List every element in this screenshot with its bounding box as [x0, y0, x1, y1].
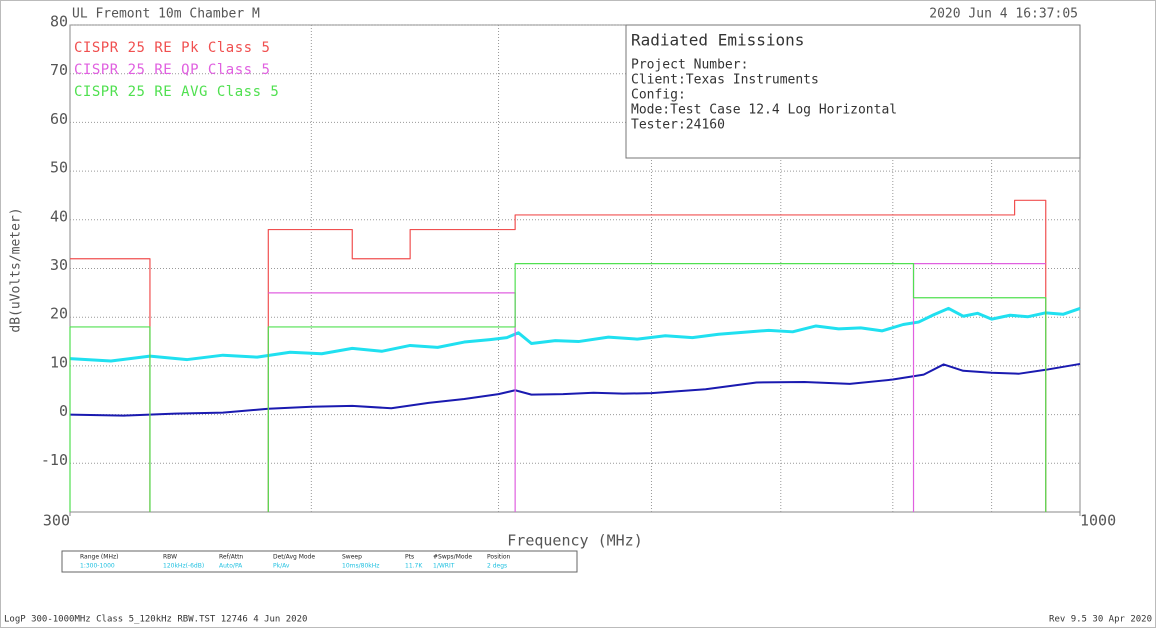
info-line: Tester:24160 — [631, 118, 725, 133]
y-tick-label: 30 — [50, 256, 68, 274]
legend-entry: CISPR 25 RE Pk Class 5 — [74, 40, 270, 56]
y-tick-label: 70 — [50, 61, 68, 79]
table-value: Auto/PA — [219, 563, 243, 570]
y-axis-label: dB(uVolts/meter) — [9, 207, 24, 332]
table-value: 11.7K — [405, 563, 423, 570]
table-value: 2 degs — [487, 563, 507, 570]
table-header: Det/Avg Mode — [273, 554, 315, 561]
y-tick-label: 80 — [50, 13, 68, 31]
series-line — [69, 306, 1081, 363]
y-tick-label: 0 — [59, 402, 68, 420]
table-header: Pts — [405, 554, 414, 561]
table-value: Pk/Av — [273, 563, 290, 570]
header-right: 2020 Jun 4 16:37:05 — [929, 7, 1078, 22]
series-line — [69, 263, 1047, 512]
info-line: Project Number: — [631, 58, 748, 73]
footer-right: Rev 9.5 30 Apr 2020 — [1049, 615, 1152, 625]
x-tick-label: 300 — [43, 512, 70, 530]
y-tick-label: -10 — [41, 451, 68, 469]
header-left: UL Fremont 10m Chamber M — [72, 7, 260, 22]
info-line: Client:Texas Instruments — [631, 73, 819, 88]
info-title: Radiated Emissions — [631, 31, 804, 50]
table-value: 10ms/80kHz — [342, 563, 379, 570]
x-axis-label: Frequency (MHz) — [507, 532, 642, 550]
info-lines: Project Number:Client:Texas InstrumentsC… — [631, 58, 897, 133]
table-value: 1/WRIT — [433, 563, 455, 570]
table-header: Sweep — [342, 554, 362, 561]
table-header: RBW — [163, 554, 177, 561]
footer-left: LogP 300-1000MHz Class 5_120kHz RBW.TST … — [4, 615, 307, 625]
legend-entry: CISPR 25 RE QP Class 5 — [74, 62, 270, 78]
table-header: Position — [487, 554, 511, 561]
info-line: Mode:Test Case 12.4 Log Horizontal — [631, 103, 897, 118]
settings-table — [61, 550, 578, 573]
table-value: 120kHz(-6dB) — [163, 563, 204, 570]
table-header: Ref/Attn — [219, 554, 243, 561]
x-tick-label: 1000 — [1080, 512, 1116, 530]
table-value: 1:300-1000 — [80, 563, 115, 570]
y-tick-label: 40 — [50, 207, 68, 225]
y-tick-label: 20 — [50, 305, 68, 323]
table-header: Range (MHz) — [80, 554, 118, 561]
y-tick-label: 50 — [50, 159, 68, 177]
settings-table-cells: Range (MHz) 1:300-1000 RBW 120kHz(-6dB) Ref/… — [80, 554, 511, 570]
table-header: #Swps/Mode — [433, 554, 472, 561]
plot: -10 0 10 20 30 40 50 60 70 80 300 1000 CISPR 25 RE P… — [41, 13, 1116, 530]
info-line: Config: — [631, 88, 686, 103]
y-tick-label: 10 — [50, 353, 68, 371]
y-tick-label: 60 — [50, 110, 68, 128]
info-box — [625, 24, 1081, 159]
series-line — [69, 362, 1081, 417]
legend-entry: CISPR 25 RE AVG Class 5 — [74, 84, 279, 100]
